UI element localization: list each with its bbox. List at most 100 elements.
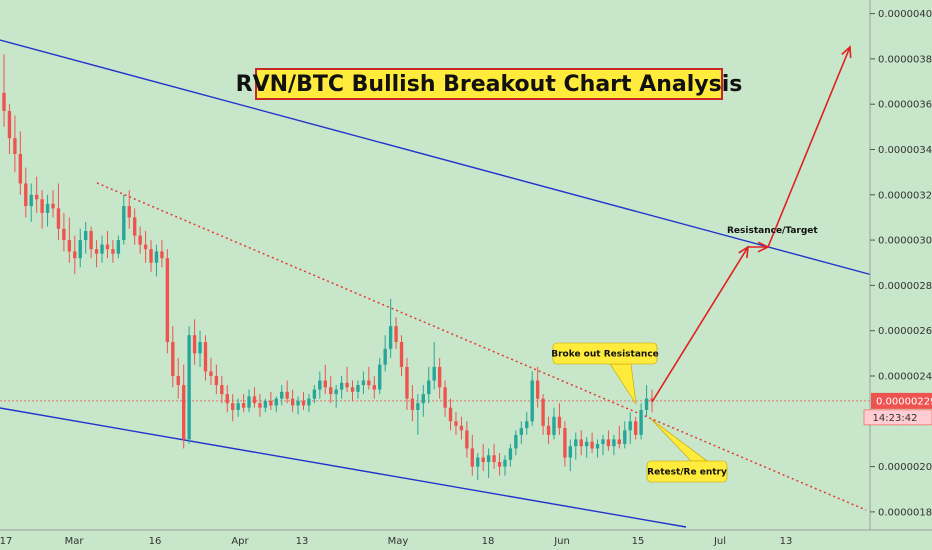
candle-body <box>34 194 39 200</box>
arrow-shaft <box>767 46 851 248</box>
candle <box>127 190 131 229</box>
candle <box>421 385 425 417</box>
candle <box>83 221 88 254</box>
candle-body <box>497 462 502 467</box>
candle <box>356 380 360 399</box>
candle <box>192 319 197 365</box>
countdown-label: 14:23:42 <box>873 413 918 424</box>
candle-body <box>454 421 458 426</box>
candle <box>334 385 338 408</box>
candle <box>432 342 436 390</box>
candle-body <box>399 342 404 367</box>
candle-body <box>56 208 61 229</box>
current-price-tag: 0.00000229 <box>871 392 932 409</box>
broke-out-callout: Broke out Resistance <box>551 342 659 405</box>
candle-body <box>176 375 180 386</box>
candle-body <box>203 342 208 372</box>
candle-body <box>165 258 170 343</box>
arrow-head <box>841 45 852 59</box>
candle <box>45 194 50 227</box>
candle-body <box>187 335 191 440</box>
x-tick-label: 13 <box>296 536 309 547</box>
candle <box>503 455 507 476</box>
candle-body <box>323 380 327 388</box>
candle-body <box>568 446 573 458</box>
y-axis: 0.000001800.000002000.000002200.00000240… <box>863 0 932 550</box>
candle-body <box>437 366 442 388</box>
candle <box>546 416 551 444</box>
candle-body <box>644 398 649 410</box>
candle <box>176 357 180 399</box>
candle <box>574 432 578 460</box>
candle-body <box>143 244 148 250</box>
candle <box>236 398 240 417</box>
candle-body <box>503 459 507 467</box>
callout-text: Retest/Re entry <box>647 468 727 478</box>
x-tick-label: May <box>388 536 409 547</box>
candle-body <box>372 385 376 390</box>
callout-text: Broke out Resistance <box>551 350 659 360</box>
candles-layer <box>2 54 654 481</box>
candle <box>258 394 262 417</box>
candle <box>595 439 600 458</box>
candle <box>56 183 61 241</box>
candle <box>394 317 398 349</box>
candle-body <box>525 421 529 429</box>
candle <box>143 231 148 263</box>
chart-title-box: RVN/BTC Bullish Breakout Chart Analysis <box>236 68 742 100</box>
candle-body <box>301 400 306 406</box>
x-axis: 17 Mar 16 Apr 13 May 18 Jun 15 Jul 13 <box>0 529 932 547</box>
x-tick-label: 16 <box>149 536 162 547</box>
candle-body <box>606 439 611 447</box>
candle-body <box>623 430 627 444</box>
candle <box>241 394 246 413</box>
x-tick-label: Jun <box>553 536 570 547</box>
candle <box>448 398 453 431</box>
candle-body <box>127 206 131 218</box>
candle-body <box>133 217 137 236</box>
candle-body <box>416 403 420 410</box>
candle <box>78 228 82 268</box>
candle-body <box>508 448 513 460</box>
candle-body <box>394 326 398 343</box>
candle <box>437 357 442 399</box>
candle <box>563 421 567 467</box>
channel-layer <box>0 39 877 528</box>
candle-body <box>116 240 121 254</box>
candle-body <box>111 249 115 254</box>
candle <box>323 364 327 395</box>
candle <box>579 430 583 456</box>
candle-body <box>149 249 153 263</box>
candle-body <box>100 244 104 254</box>
candle <box>67 217 72 263</box>
candle-body <box>252 396 257 404</box>
candle-body <box>361 380 366 386</box>
candle <box>339 375 344 399</box>
candle-body <box>138 235 142 245</box>
candle <box>307 394 311 413</box>
candle-body <box>280 391 284 399</box>
candle <box>405 357 409 410</box>
countdown-tag-bg <box>863 409 932 426</box>
candle-body <box>427 380 431 395</box>
candle <box>182 364 186 449</box>
candle-body <box>307 398 311 406</box>
candle-body <box>171 342 175 376</box>
candle <box>486 448 491 478</box>
candle <box>427 366 431 404</box>
candle-body <box>590 441 594 449</box>
x-tick-label: 18 <box>482 536 495 547</box>
candle <box>584 437 589 458</box>
candle-body <box>62 228 66 241</box>
candle <box>470 434 474 476</box>
candle-body <box>122 206 126 241</box>
candle <box>568 439 573 472</box>
candle-body <box>94 249 99 254</box>
